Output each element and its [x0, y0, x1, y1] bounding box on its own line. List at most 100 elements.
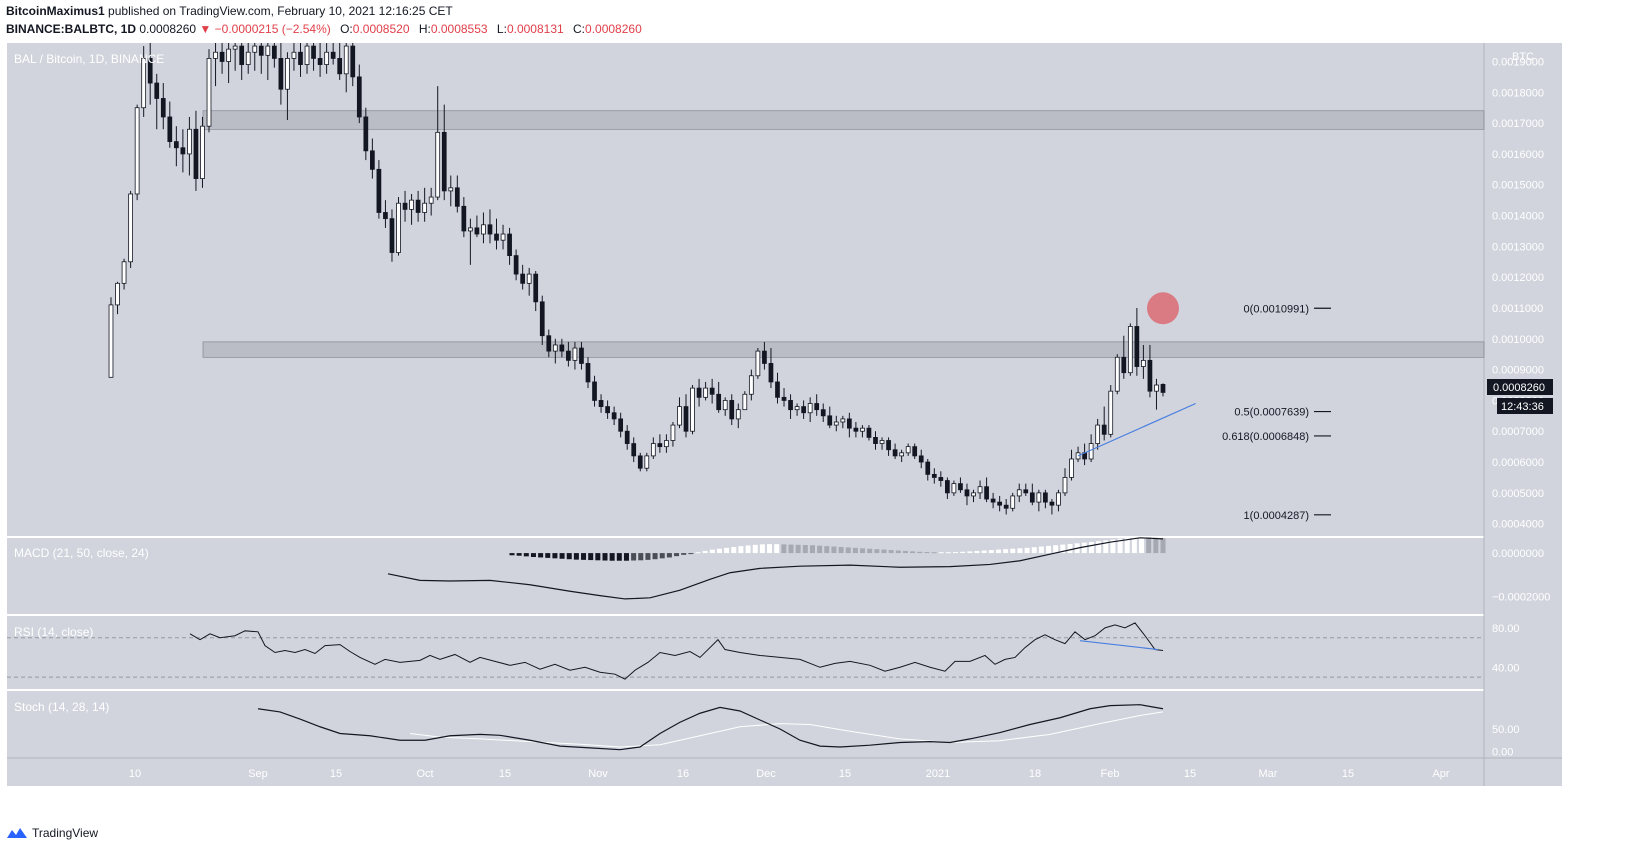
time-axis-bg[interactable]: [7, 758, 1562, 786]
candle-body: [232, 45, 238, 50]
macd-histogram-bar: [616, 553, 622, 561]
stoch-k-line: [257, 704, 1164, 751]
candle-body: [271, 45, 277, 59]
candle-body: [389, 218, 395, 253]
candle-body: [1160, 384, 1166, 393]
macd-histogram-bar: [745, 545, 751, 554]
publish-line: BitcoinMaximus1 published on TradingView…: [6, 4, 453, 18]
candle-body: [958, 483, 963, 491]
candle-body: [1036, 492, 1042, 503]
open-value: 0.0008520: [352, 22, 410, 36]
macd-histogram-bar: [1060, 544, 1066, 554]
candle-body: [971, 492, 976, 497]
author-name[interactable]: BitcoinMaximus1: [6, 4, 105, 18]
macd-histogram-bar: [588, 553, 594, 561]
candle-body: [461, 205, 467, 232]
candle-body: [788, 400, 793, 411]
candle-body: [213, 51, 218, 59]
macd-histogram-bar: [538, 553, 544, 558]
macd-histogram-bar: [1010, 548, 1016, 554]
candle-body: [1069, 458, 1074, 478]
candle-body: [997, 501, 1003, 506]
candle-body: [690, 387, 695, 432]
macd-histogram-bar: [631, 553, 637, 561]
candle-body: [650, 443, 656, 457]
macd-histogram-bar: [902, 550, 908, 554]
macd-histogram-bar: [702, 550, 708, 554]
macd-histogram-bar: [1003, 549, 1009, 554]
candle-body: [722, 400, 728, 411]
time-tick-label: Dec: [756, 768, 776, 780]
macd-histogram-bar: [1067, 543, 1073, 554]
candle-body: [912, 446, 918, 457]
candle-body: [454, 187, 460, 207]
change-value: −0.0000215 (−2.54%): [214, 22, 331, 36]
macd-histogram-bar: [652, 553, 658, 560]
candle-body: [526, 273, 532, 284]
candle-body: [134, 107, 140, 195]
price-tick-label: 0.0014000: [1492, 211, 1544, 223]
candle-body: [108, 304, 114, 378]
candle-body: [435, 131, 441, 198]
macd-histogram-bar: [1031, 547, 1037, 554]
stoch-tick-label: 0.00: [1492, 747, 1513, 759]
candle-body: [363, 116, 369, 152]
candle-body: [324, 51, 329, 65]
candle-body: [167, 116, 173, 142]
macd-histogram-bar: [781, 544, 787, 554]
candle-body: [552, 344, 558, 352]
candle-body: [618, 418, 624, 432]
time-tick-label: Feb: [1101, 768, 1120, 780]
macd-histogram-bar: [509, 553, 515, 556]
macd-histogram-bar: [552, 553, 558, 559]
candle-body: [154, 82, 160, 99]
time-tick-label: 15: [839, 768, 851, 780]
price-tick-label: 0.0012000: [1492, 272, 1544, 284]
macd-histogram-bar: [523, 553, 529, 557]
macd-histogram-bar: [845, 547, 851, 554]
time-tick-label: Sep: [248, 768, 268, 780]
countdown-text: 12:43:36: [1501, 401, 1544, 413]
macd-histogram-bar: [759, 544, 765, 554]
candle-body: [879, 440, 885, 444]
candle-body: [853, 427, 859, 432]
candle-body: [977, 486, 983, 494]
highlight-circle: [1147, 292, 1179, 325]
candle-body: [657, 443, 663, 448]
candle-body: [1101, 424, 1107, 435]
candle-body: [278, 58, 284, 90]
candle-body: [572, 347, 578, 361]
current-price-text: 0.0008260: [1493, 382, 1545, 394]
macd-histogram-bar: [774, 544, 780, 554]
price-tick-label: 0.0011000: [1492, 303, 1543, 315]
macd-histogram-bar: [731, 546, 737, 554]
macd-histogram-bar: [659, 553, 665, 559]
candle-body: [474, 227, 480, 235]
low-value: 0.0008131: [506, 22, 564, 36]
macd-histogram-bar: [688, 553, 694, 555]
candle-body: [415, 199, 421, 213]
tradingview-logo-icon: [7, 828, 27, 838]
rsi-tick-label: 80.00: [1492, 623, 1520, 635]
candle-body: [370, 150, 375, 170]
macd-histogram-bar: [838, 546, 844, 554]
candle-body: [775, 381, 780, 398]
fib-level-label: 0.618(0.0006848): [1222, 431, 1309, 443]
candle-body: [409, 199, 414, 210]
footer-brand[interactable]: TradingView: [32, 826, 99, 840]
candle-body: [703, 387, 708, 398]
macd-histogram-bar: [1124, 538, 1130, 554]
macd-histogram-bar: [681, 553, 687, 555]
macd-histogram-bar: [645, 553, 651, 560]
macd-histogram-bar: [724, 547, 730, 554]
candle-body: [481, 224, 486, 235]
candle-body: [141, 58, 147, 109]
candle-body: [539, 301, 545, 337]
candle-body: [964, 489, 970, 497]
macd-histogram-bar: [1139, 536, 1145, 554]
candle-body: [350, 45, 356, 78]
candle-body: [873, 436, 878, 444]
macd-histogram-bar: [1088, 541, 1094, 554]
candle-body: [1049, 501, 1055, 506]
